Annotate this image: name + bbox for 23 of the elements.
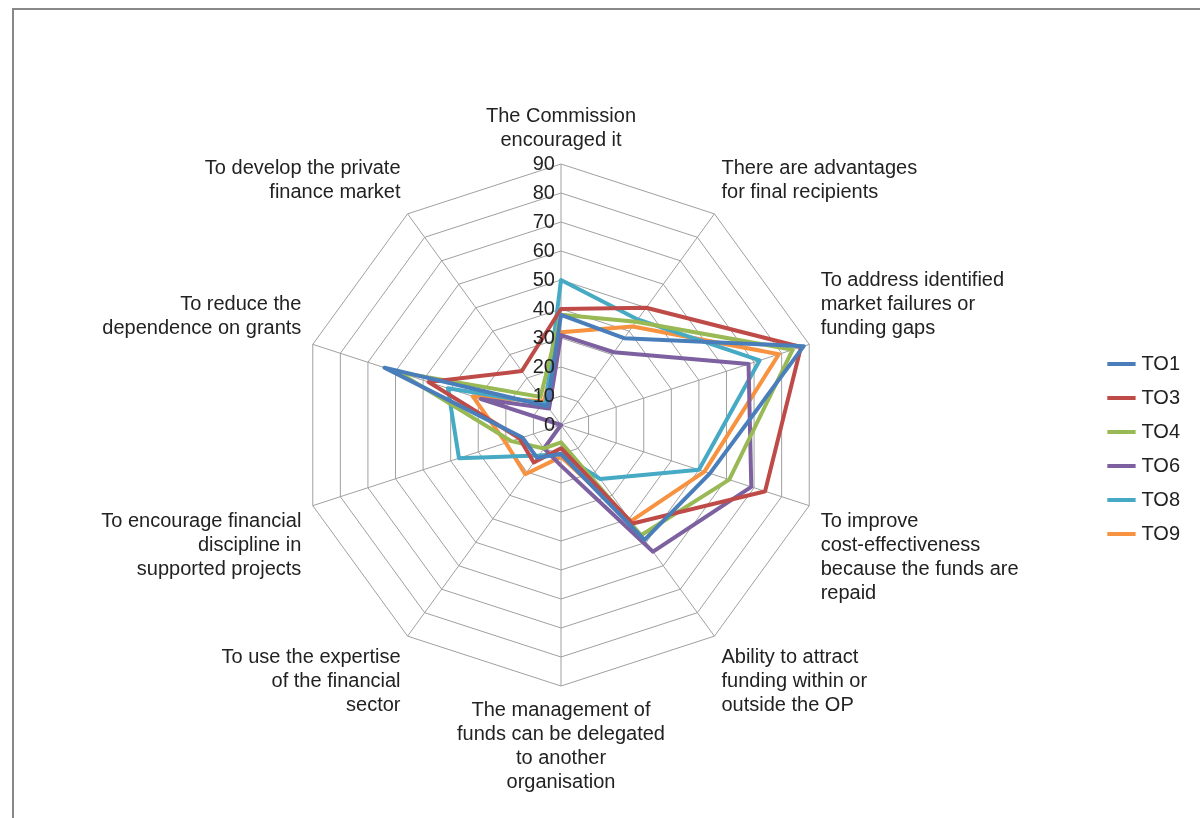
y-tick-label: 40 <box>532 296 555 319</box>
legend-label: TO3 <box>1141 385 1181 408</box>
spoke-label: Ability to attract funding within or outside the OP <box>721 645 868 716</box>
spoke-label: To use the expertise of the financial sector <box>221 645 401 716</box>
spoke-label: The Commission encouraged it <box>485 103 637 150</box>
spoke-label: To improve cost-effectiveness because the funds are repaid <box>820 508 1019 603</box>
spoke-label: To develop the private finance market <box>204 155 401 202</box>
y-tick-label: 70 <box>532 209 555 232</box>
y-tick-label: 90 <box>532 151 555 174</box>
legend-label: TO4 <box>1141 419 1181 442</box>
legend-label: TO1 <box>1141 351 1181 374</box>
legend-label: TO8 <box>1141 487 1181 510</box>
spoke-label: To reduce the dependence on grants <box>102 292 302 339</box>
y-tick-label: 50 <box>532 267 555 290</box>
legend-label: TO6 <box>1141 453 1181 476</box>
legend-label: TO9 <box>1141 521 1181 544</box>
y-tick-label: 60 <box>532 238 555 261</box>
spoke-label: To address identified market failures or funding gaps <box>820 268 1005 339</box>
spoke-label: To encourage financial discipline in supported projects <box>101 508 302 579</box>
spoke-label: There are advantages for final recipients <box>721 155 918 202</box>
y-tick-label: 10 <box>532 383 555 406</box>
y-tick-label: 80 <box>532 180 555 203</box>
spoke-label: The management of funds can be delegated to another organisation <box>457 697 665 792</box>
